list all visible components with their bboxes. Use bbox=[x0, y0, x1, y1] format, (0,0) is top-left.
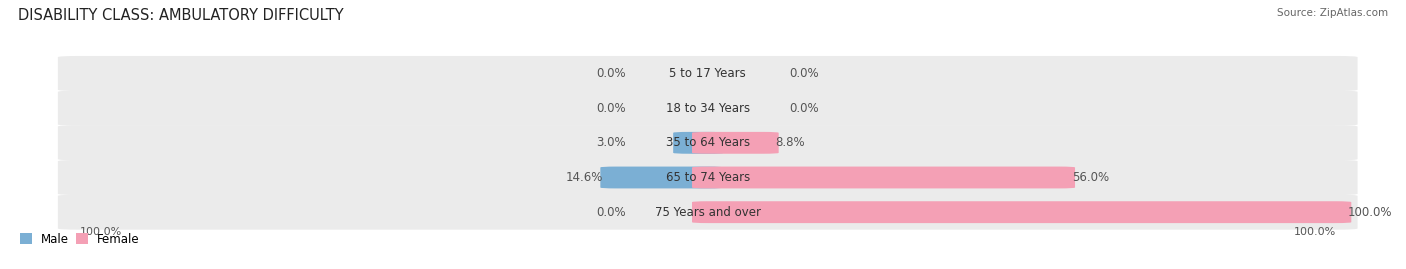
Text: 0.0%: 0.0% bbox=[789, 67, 818, 80]
Text: 0.0%: 0.0% bbox=[596, 102, 626, 115]
Text: 100.0%: 100.0% bbox=[1348, 206, 1393, 219]
Text: 0.0%: 0.0% bbox=[596, 67, 626, 80]
FancyBboxPatch shape bbox=[692, 132, 779, 154]
Text: 14.6%: 14.6% bbox=[567, 171, 603, 184]
Text: 18 to 34 Years: 18 to 34 Years bbox=[665, 102, 749, 115]
FancyBboxPatch shape bbox=[58, 56, 1358, 91]
FancyBboxPatch shape bbox=[58, 125, 1358, 160]
Legend: Male, Female: Male, Female bbox=[15, 228, 145, 250]
FancyBboxPatch shape bbox=[692, 167, 1076, 188]
Text: 75 Years and over: 75 Years and over bbox=[655, 206, 761, 219]
Text: 100.0%: 100.0% bbox=[80, 227, 122, 237]
Text: 3.0%: 3.0% bbox=[596, 136, 626, 149]
Text: 0.0%: 0.0% bbox=[596, 206, 626, 219]
FancyBboxPatch shape bbox=[58, 91, 1358, 126]
Text: DISABILITY CLASS: AMBULATORY DIFFICULTY: DISABILITY CLASS: AMBULATORY DIFFICULTY bbox=[18, 8, 344, 23]
FancyBboxPatch shape bbox=[692, 201, 1351, 223]
FancyBboxPatch shape bbox=[58, 160, 1358, 195]
Text: 35 to 64 Years: 35 to 64 Years bbox=[665, 136, 749, 149]
FancyBboxPatch shape bbox=[58, 195, 1358, 230]
FancyBboxPatch shape bbox=[600, 167, 724, 188]
Text: 100.0%: 100.0% bbox=[1294, 227, 1336, 237]
Text: 5 to 17 Years: 5 to 17 Years bbox=[669, 67, 747, 80]
FancyBboxPatch shape bbox=[673, 132, 724, 154]
Text: Source: ZipAtlas.com: Source: ZipAtlas.com bbox=[1277, 8, 1388, 18]
Text: 0.0%: 0.0% bbox=[789, 102, 818, 115]
Text: 65 to 74 Years: 65 to 74 Years bbox=[665, 171, 749, 184]
Text: 8.8%: 8.8% bbox=[776, 136, 806, 149]
Text: 56.0%: 56.0% bbox=[1071, 171, 1109, 184]
